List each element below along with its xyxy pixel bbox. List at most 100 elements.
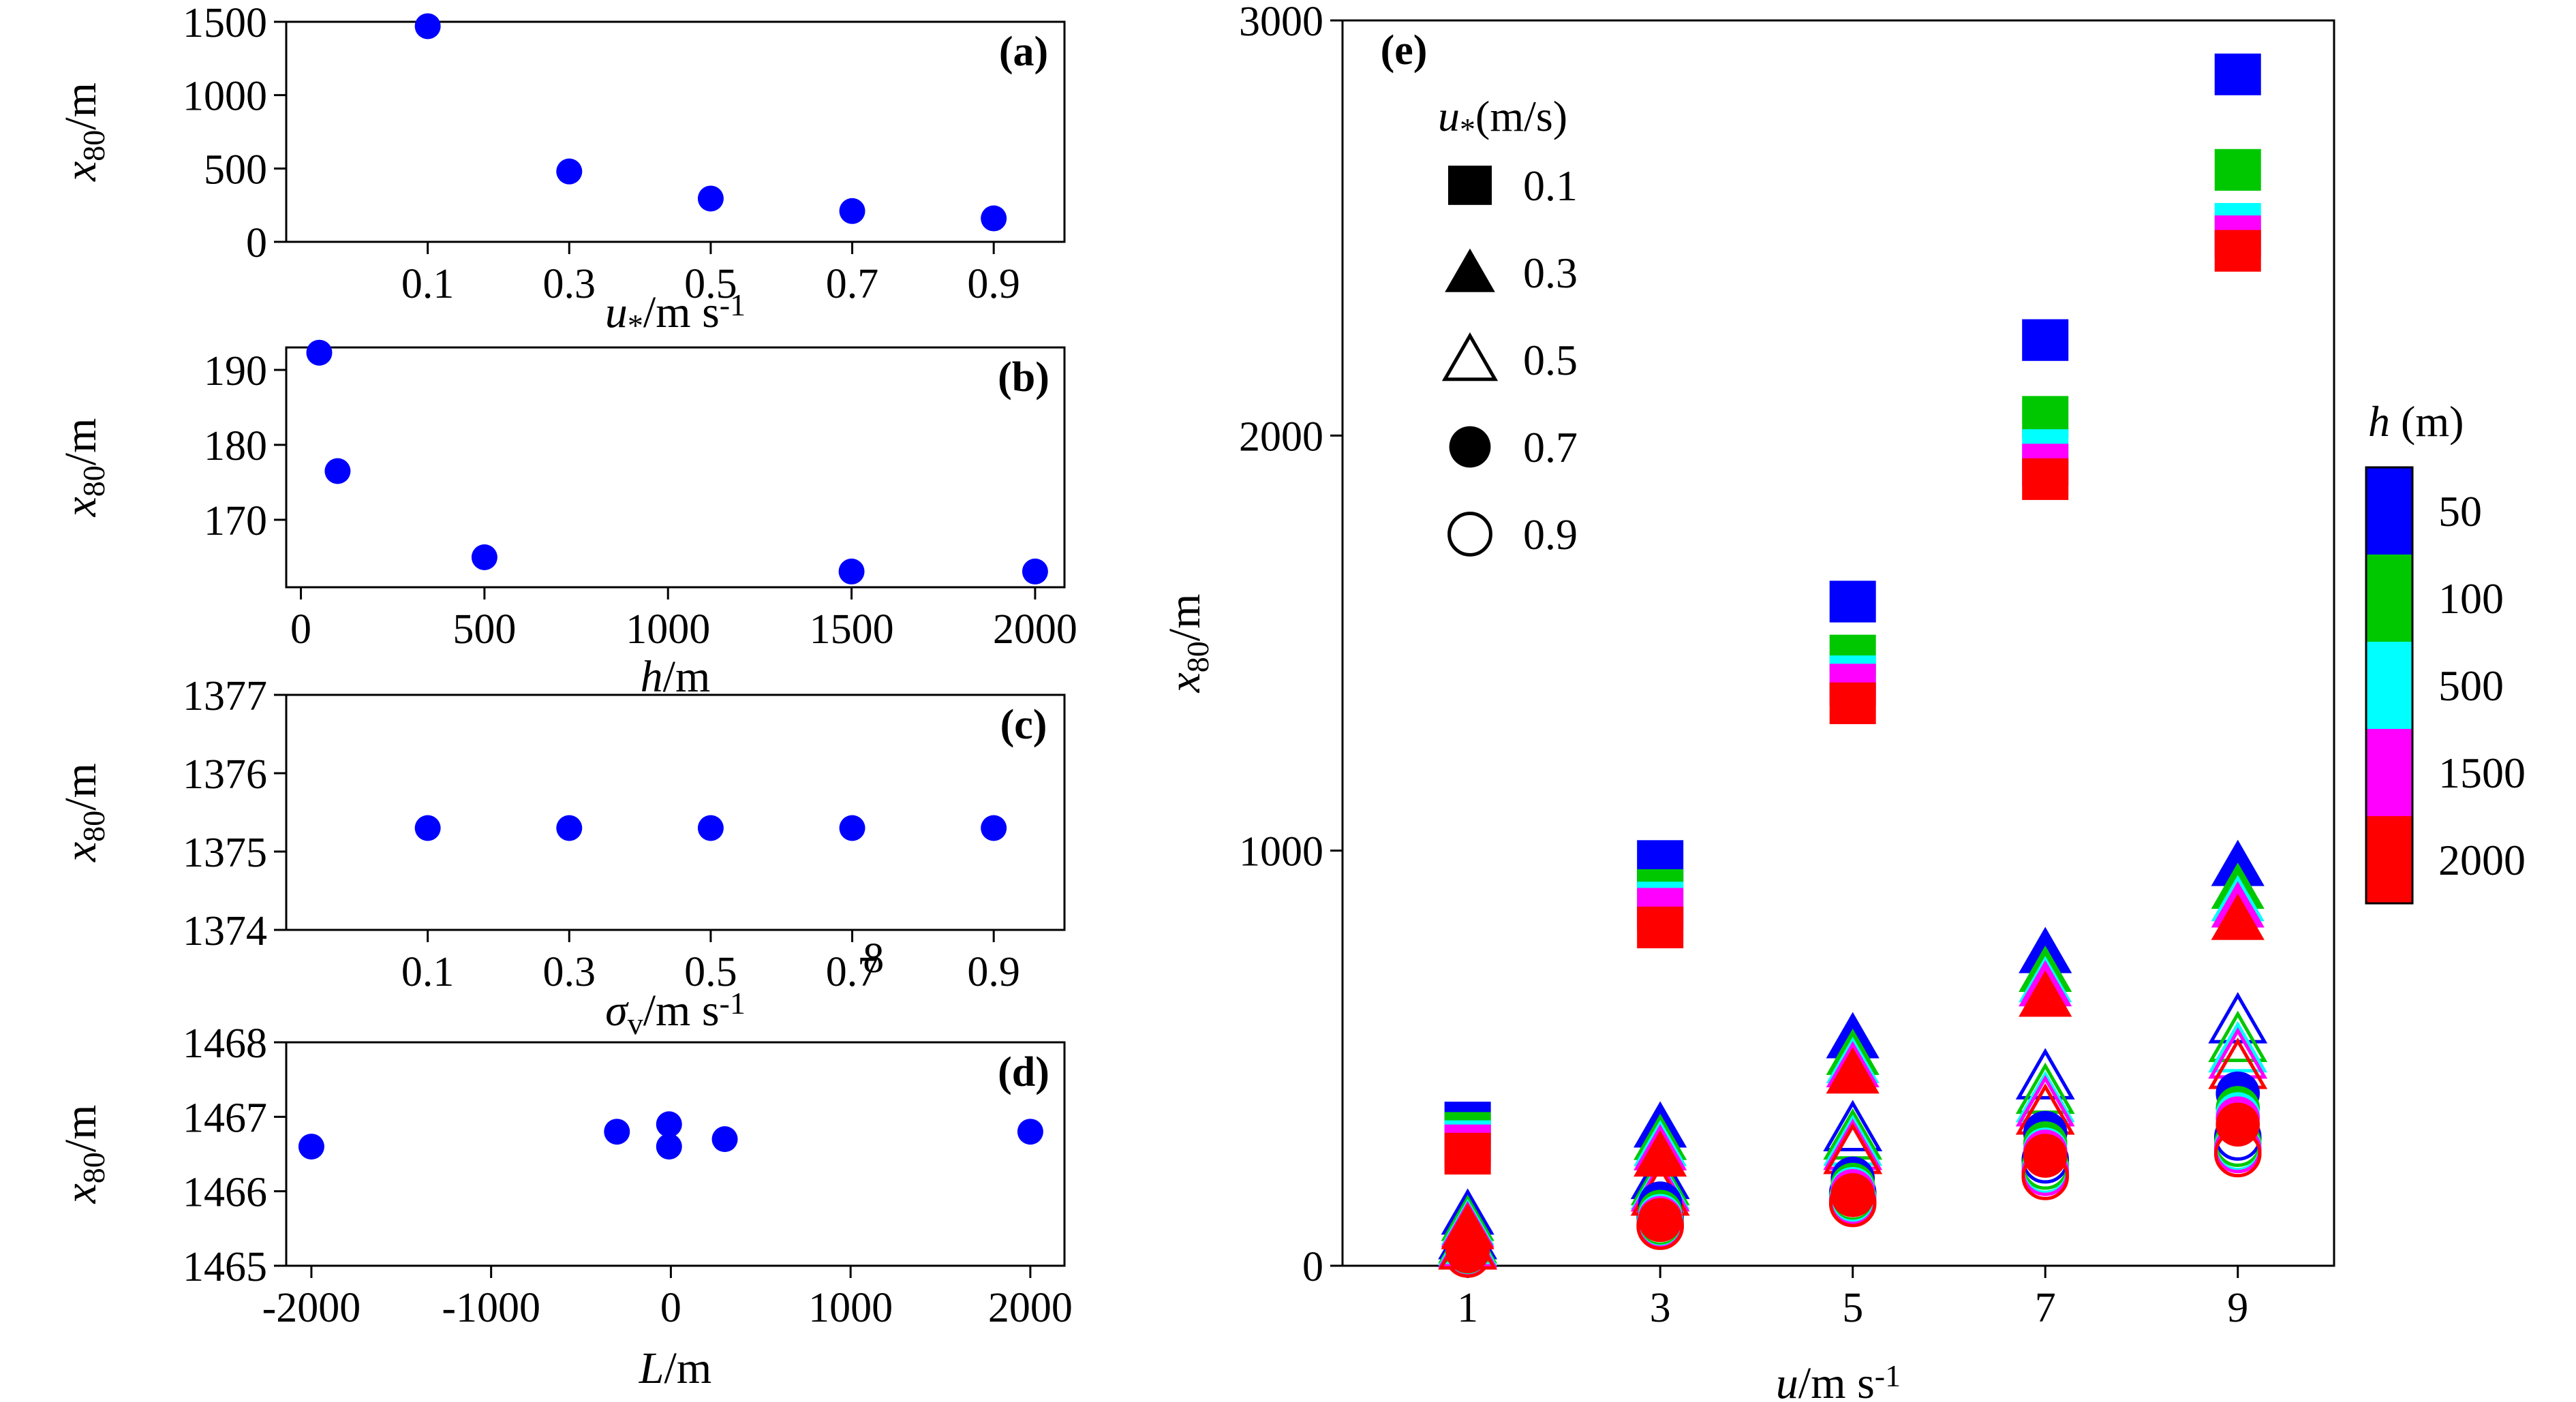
x-tick-label: 3	[1650, 1285, 1671, 1331]
x-axis-label-var: σ	[605, 986, 629, 1035]
x-axis-label-rest: /m s	[643, 287, 720, 337]
color-legend-title-title_var: h	[2368, 397, 2390, 446]
data-point	[839, 815, 865, 841]
y-tick-label: 1000	[1239, 829, 1323, 875]
data-point	[2023, 1134, 2068, 1178]
panel-a: 0.1 0.3 0.5 0.7 0.9 0 500 1000 1500 (a) u*/m s-1 x8…	[56, 0, 1066, 343]
x-axis-label: u*/m s-1	[605, 287, 746, 343]
y-axis-label: x80/m	[56, 763, 111, 862]
color-legend: h (m) 50 100 500 1500 2000	[2365, 397, 2526, 905]
data-point	[1829, 682, 1876, 724]
y-tick-label: 170	[204, 498, 267, 544]
y-axis-label-rest: /m	[56, 418, 106, 466]
data-point	[656, 1134, 682, 1160]
x-tick-label: 5	[1842, 1285, 1863, 1331]
y-axis-label-var: x	[56, 842, 106, 862]
panel-c: 0.1 0.3 0.5 0.7 0.9 1374 1375 1376 1377 (c) σv/m s…	[56, 673, 1066, 1041]
y-tick-label: 1377	[183, 673, 267, 719]
x-axis-label-sup: -1	[720, 287, 746, 322]
data-point	[2022, 458, 2069, 500]
plot-frame	[285, 694, 1066, 931]
y-tick-label: 500	[204, 146, 267, 193]
x-axis-label-var: u	[1776, 1358, 1798, 1402]
data-point	[839, 198, 865, 224]
x-tick-label: 0.5	[684, 261, 737, 307]
legend-label: 0.9	[1523, 510, 1578, 559]
plot-frame	[1341, 19, 2335, 1267]
data-point	[2214, 53, 2261, 95]
x-tick-label: 2000	[988, 1285, 1073, 1331]
x-axis-label-sub: *	[628, 308, 643, 343]
x-tick-label: 1500	[810, 606, 894, 653]
data-point	[2215, 1102, 2260, 1147]
y-axis-label-sub: 80	[76, 1152, 111, 1183]
color-label: 50	[2438, 487, 2482, 535]
color-swatch	[2366, 642, 2412, 729]
y-axis-label-var: x	[56, 497, 106, 517]
color-swatch	[2366, 816, 2412, 903]
x-tick-label: -1000	[442, 1285, 540, 1331]
marker-legend-title-title_var: u	[1438, 92, 1460, 140]
data-point	[414, 815, 441, 841]
data-point	[2208, 992, 2268, 1044]
legend-marker	[1448, 166, 1492, 205]
data-point	[1444, 1132, 1491, 1175]
y-axis-label-rest: /m	[1160, 594, 1210, 642]
x-tick-label: 0.7	[826, 261, 879, 307]
x-axis-label-sub: v	[628, 1006, 643, 1041]
x-tick-label: 0.3	[543, 949, 596, 995]
panel-label: (d)	[998, 1049, 1049, 1095]
data-point	[1830, 1173, 1875, 1217]
data-point	[1637, 906, 1684, 948]
panel-label: (b)	[998, 354, 1049, 401]
data-point	[1638, 1198, 1683, 1243]
x-axis-label: L/m	[639, 1343, 711, 1393]
y-tick-label: 1466	[183, 1170, 267, 1216]
data-point	[2208, 1010, 2268, 1063]
plot-frame	[285, 346, 1066, 589]
color-swatch	[2366, 467, 2412, 555]
y-tick-label: 0	[246, 220, 267, 266]
x-tick-label: 0.9	[967, 949, 1020, 995]
color-legend-title-title_rest: (m)	[2390, 397, 2464, 446]
panel-d: -2000 -1000 0 1000 20001465146614671468(d)L/…	[56, 1021, 1073, 1393]
y-axis-label-rest: /m	[56, 1105, 106, 1153]
x-tick-label: 500	[453, 606, 516, 653]
legend-marker	[1445, 248, 1495, 292]
marker-legend: u*(m/s) 0.1 0.3 0.5 0.7 0.9	[1438, 92, 1578, 559]
color-label: 1500	[2438, 749, 2526, 797]
x-tick-label: 9	[2227, 1285, 2248, 1331]
x-axis-label-rest: /m s	[1798, 1358, 1875, 1402]
data-point	[981, 815, 1007, 841]
legend-marker	[1449, 426, 1491, 468]
x-tick-label: 1	[1457, 1285, 1478, 1331]
x-tick-label: 7	[2035, 1285, 2056, 1331]
y-axis-label: x80/m	[56, 1105, 111, 1204]
data-point	[306, 339, 333, 366]
y-tick-label: 3000	[1239, 0, 1323, 45]
legend-marker	[1447, 512, 1492, 557]
legend-label: 0.1	[1523, 161, 1578, 210]
data-point	[2214, 149, 2261, 191]
x-axis-label-rest: /m	[663, 652, 711, 702]
legend-marker	[1441, 332, 1499, 381]
data-point	[1441, 1202, 1494, 1249]
x-tick-label: 1000	[626, 606, 710, 653]
color-swatch	[2366, 729, 2412, 816]
marker-legend-title-title_sub: *	[1460, 112, 1475, 146]
data-point	[1022, 558, 1048, 585]
x-tick-label: 0.9	[967, 261, 1020, 307]
data-point	[471, 544, 497, 570]
x-axis-label-sup: -1	[720, 986, 746, 1021]
legend-label: 0.7	[1523, 423, 1578, 471]
x-tick-label: 0.1	[401, 949, 455, 995]
x-axis-label-var: u	[605, 287, 628, 337]
y-axis-label-var: x	[56, 1183, 106, 1204]
data-point	[414, 13, 441, 40]
data-point	[656, 1111, 682, 1138]
x-axis-label-sup: -1	[1875, 1358, 1901, 1393]
x-tick-label: 0	[660, 1285, 681, 1331]
y-tick-label: 180	[204, 423, 267, 469]
x-axis-label: u/m s-1	[1776, 1358, 1901, 1402]
x-axis-label-rest: /m	[664, 1343, 712, 1393]
